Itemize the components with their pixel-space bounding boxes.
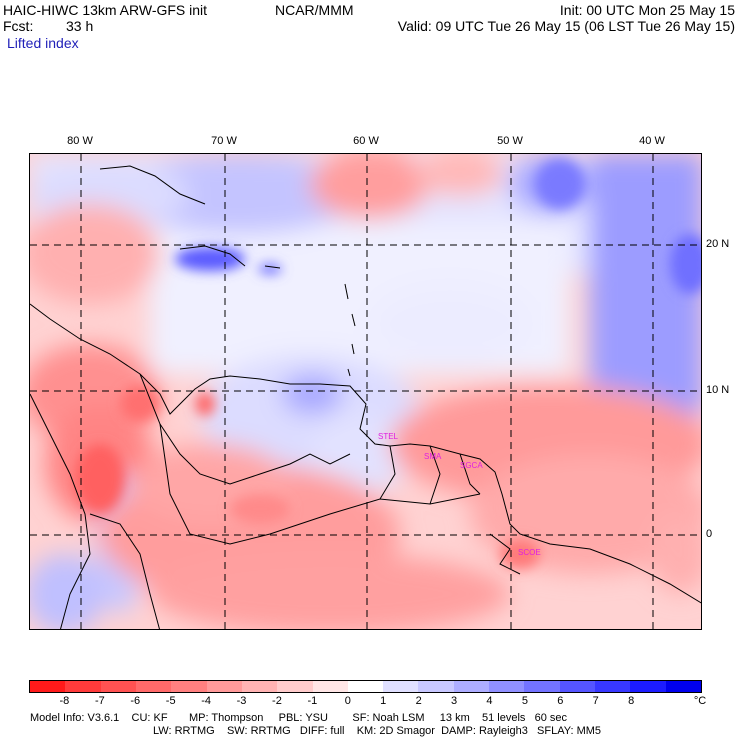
- colorbar: [29, 680, 702, 693]
- model-title: HAIC-HIWC 13km ARW-GFS init: [3, 2, 208, 18]
- colorbar-swatch: [206, 681, 242, 692]
- colorbar-swatch: [135, 681, 172, 692]
- colorbar-tick-label: -1: [307, 695, 318, 707]
- field-shading: [30, 154, 701, 629]
- venezuela-colombia-border: [139, 373, 351, 485]
- field-name: Lifted index: [7, 35, 79, 51]
- pacific-coast: [30, 393, 91, 629]
- lat-lon-grid: [30, 154, 701, 629]
- site-label-sma: SMA: [424, 452, 442, 461]
- colorbar-unit: °C: [693, 695, 707, 707]
- model-info-line2: LW: RRTMG SW: RRTMG DIFF: full KM: 2D Sm…: [153, 725, 602, 737]
- forecast-label: Fcst:: [3, 18, 34, 34]
- forecast-hour: 33 h: [66, 18, 94, 34]
- colorbar-swatch: [559, 681, 595, 692]
- colorbar-tick-label: -6: [130, 695, 141, 707]
- colorbar-swatch: [595, 681, 631, 692]
- lat-label-10n: 10 N: [706, 384, 730, 396]
- colorbar-swatch: [489, 681, 525, 692]
- colorbar-swatch: [312, 681, 348, 692]
- colorbar-swatch: [347, 681, 384, 692]
- amazon-mouth: [489, 533, 521, 575]
- colorbar-swatch: [383, 681, 419, 692]
- colorbar-tick-label: -5: [165, 695, 176, 707]
- colorbar-tick-label: 7: [592, 695, 599, 707]
- init-time: Init: 00 UTC Mon 25 May 15: [559, 2, 735, 18]
- valid-time: Valid: 09 UTC Tue 26 May 15 (06 LST Tue …: [397, 18, 735, 34]
- colorbar-swatch: [453, 681, 490, 692]
- colorbar-tick-label: 8: [628, 695, 635, 707]
- lifted-index-map: [29, 153, 702, 630]
- org-label: NCAR/MMM: [275, 2, 354, 18]
- site-label-scoe: SCOE: [518, 548, 541, 557]
- colorbar-tick-label: 2: [415, 695, 422, 707]
- colorbar-swatch: [171, 681, 207, 692]
- hispaniola-coast: [179, 245, 246, 267]
- guianas-borders: [379, 445, 481, 505]
- colorbar-swatch: [30, 681, 66, 692]
- lesser-antilles: [344, 283, 356, 377]
- colorbar-tick-label: -7: [94, 695, 105, 707]
- colorbar-swatch: [100, 681, 136, 692]
- field-detail: [75, 159, 701, 569]
- site-label-sgca: SGCA: [460, 461, 483, 470]
- coastlines: [30, 165, 701, 629]
- lon-label-40w: 40 W: [639, 135, 665, 147]
- model-info-line1: Model Info: V3.6.1 CU: KF MP: Thompson P…: [30, 712, 567, 724]
- colorbar-tick-label: -3: [236, 695, 247, 707]
- andes-border: [89, 513, 160, 629]
- colorbar-swatch: [418, 681, 454, 692]
- colorbar-tick-label: 3: [450, 695, 458, 707]
- cuba-coast: [99, 165, 206, 205]
- colorbar-swatch: [277, 681, 313, 692]
- colorbar-tick-label: -4: [201, 695, 211, 707]
- colorbar-tick-label: -8: [59, 695, 70, 707]
- lon-label-80w: 80 W: [67, 135, 93, 147]
- lon-label-50w: 50 W: [497, 135, 523, 147]
- map-canvas: [30, 154, 701, 629]
- colorbar-tick-label: 5: [521, 695, 528, 707]
- colorbar-swatch: [241, 681, 278, 692]
- colorbar-tick-label: 1: [380, 695, 387, 707]
- colorbar-tick-label: 4: [486, 695, 493, 707]
- colorbar-swatch: [65, 681, 101, 692]
- colorbar-tick-label: 6: [557, 695, 564, 707]
- colorbar-swatch: [524, 681, 560, 692]
- lon-label-70w: 70 W: [211, 135, 237, 147]
- brazil-border: [159, 423, 481, 545]
- lat-label-0: 0: [706, 528, 713, 540]
- south-america-coast: [30, 303, 701, 604]
- lon-label-60w: 60 W: [353, 135, 379, 147]
- colorbar-tick-label: 0: [344, 695, 351, 707]
- colorbar-tick-label: -2: [272, 695, 282, 707]
- puerto-rico-coast: [264, 265, 281, 269]
- site-label-stel: STEL: [378, 432, 399, 441]
- lat-label-20n: 20 N: [706, 238, 730, 250]
- colorbar-swatch: [665, 681, 701, 692]
- colorbar-swatch: [630, 681, 666, 692]
